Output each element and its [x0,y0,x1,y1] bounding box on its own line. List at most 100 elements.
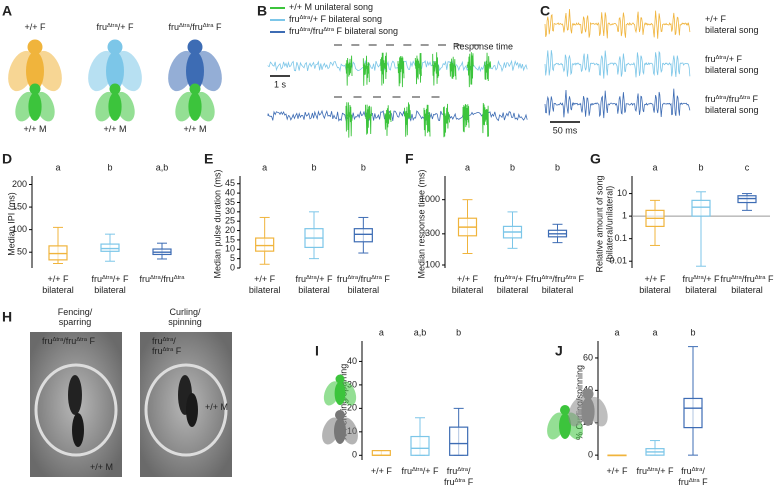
superscript: Δtra [455,478,466,484]
label: fruΔtra/+ F [401,466,439,476]
song-burst [484,52,492,82]
text-segment: F [382,274,391,284]
head [27,39,43,55]
text-segment: /+ F [726,54,742,64]
text-segment: fru [682,274,693,284]
y-axis-label: Median IPI (ms) [6,192,16,256]
y-axis-label: Median pulse duration (ms) [212,169,222,278]
label: +/+ M [90,462,113,472]
fly-icon [175,83,215,122]
head [109,83,121,95]
label: fruΔtra F [444,477,474,487]
superscript: Δtra [150,275,161,281]
song-burst [466,52,474,88]
label: fruΔtra/+ F [636,466,674,476]
label: +/+ M [183,124,206,134]
superscript: Δtra [174,275,185,281]
text-segment: bilateral [497,285,529,295]
label: fruΔtra/ [681,466,705,476]
fly-icon [88,39,142,92]
y-tick-label: 0 [352,450,357,460]
song-burst [432,52,440,86]
y-tick-label: 1000 [420,194,440,204]
label: +/+ F [644,274,666,284]
y-tick-label: 40 [225,187,235,197]
text-segment: +/+ F [254,274,276,284]
y-tick-label: 30 [347,379,357,389]
song-burst [345,102,353,138]
superscript: Δtra [716,55,727,61]
label: fruΔtra/fruΔtra [140,274,186,284]
superscript: Δtra [300,15,311,21]
superscript: Δtra [323,27,334,33]
fly-icon [322,410,358,445]
label: +/+ M [205,402,228,412]
y-axis-label: Relative amount of song [594,175,604,272]
text-segment: /+ F [423,466,439,476]
y-tick-label: 15 [225,234,235,244]
text-segment: fru [401,466,412,476]
song-burst [345,55,353,86]
label: sparring [59,317,92,327]
label: fruΔtra/ [152,336,176,346]
song-trace [544,50,691,79]
text-segment: bilateral [685,285,717,295]
significance-letter: a [262,162,267,172]
label: bilateral [298,285,330,295]
superscript: Δtra [347,275,358,281]
superscript: Δtra [163,337,174,343]
text-segment: /fru [190,22,203,32]
song-burst [380,52,388,86]
text-segment: bilateral [348,285,380,295]
fly-icon [15,83,55,122]
song-burst [397,56,405,88]
label: +/+ M [23,124,46,134]
text-segment: +/+ M [23,124,46,134]
scale-bar-label: 1 s [274,79,287,89]
text-segment: fru [42,336,53,346]
song-trace [544,88,691,119]
scale-bar-label: 50 ms [553,125,578,135]
text-segment: sparring [59,317,92,327]
y-tick-label: 300 [425,228,440,238]
superscript: Δtra [716,95,727,101]
label: fruΔtra/ [447,466,471,476]
head [29,83,41,95]
label: +/+ F [47,274,69,284]
text-segment: F [214,22,223,32]
y-tick-label: 40 [347,356,357,366]
head [189,83,201,95]
song-burst [414,53,422,85]
text-segment: /fru [742,274,755,284]
text-segment: +/+ F [47,274,69,284]
significance-letter: b [698,162,703,172]
label: fruΔtra/+ F [682,274,720,284]
body [186,51,204,91]
body [188,92,202,121]
text-segment: / [702,466,705,476]
song-trace [544,8,691,39]
text-segment: F [576,274,585,284]
superscript: Δtra [692,467,703,473]
annotation: Response time [453,41,513,51]
significance-letter: b [690,327,695,337]
text-segment: bilateral [731,285,763,295]
y-tick-label: 0 [588,450,593,460]
text-segment: spinning [168,317,202,327]
panel-letter: B [257,3,267,19]
y-tick-label: 10 [617,188,627,198]
label: bilateral [685,285,717,295]
significance-letter: a,b [156,162,169,172]
song-burst [423,104,431,137]
body [28,92,42,121]
label: +/+ F [254,274,276,284]
panel-letter: H [2,309,12,325]
label: fruΔtra/fruΔtra F [42,336,96,346]
label: bilateral song [705,65,759,75]
label: fruΔtra F [152,346,182,356]
label: bilateral song [705,25,759,35]
superscript: Δtra [505,275,516,281]
label: fruΔtra/+ F [91,274,129,284]
text-segment: +/+ F [606,466,628,476]
song-burst [384,105,392,136]
